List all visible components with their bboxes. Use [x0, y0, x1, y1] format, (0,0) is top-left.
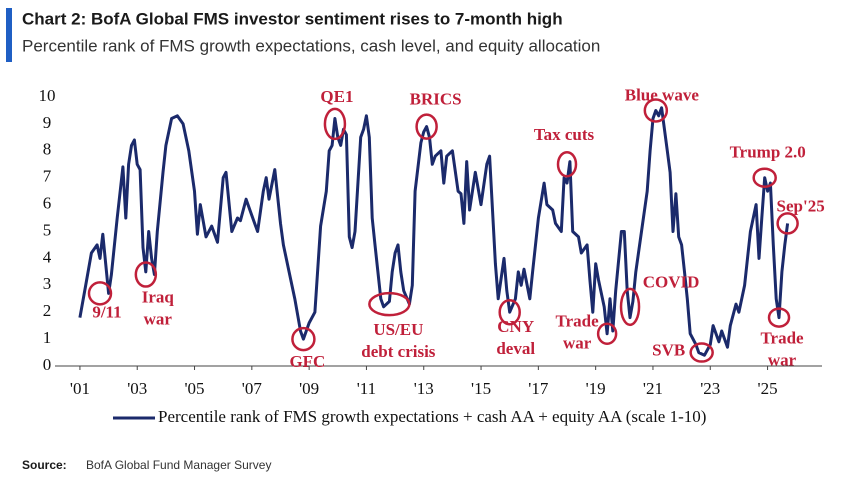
annotation-label: COVID [643, 273, 700, 292]
x-tick-label: '07 [242, 379, 263, 398]
annotation-label: QE1 [320, 87, 353, 106]
annotation-circle [415, 113, 438, 140]
annotation-label: Sep'25 [777, 196, 825, 215]
annotation-label: war [768, 350, 797, 369]
annotation-label: GFC [289, 352, 325, 371]
annotation-label: Trade [556, 312, 600, 331]
annotation-circle [368, 291, 411, 317]
y-tick-label: 5 [43, 220, 52, 239]
y-tick-label: 8 [43, 140, 52, 159]
annotation-label: US/EU [373, 320, 423, 339]
x-tick-label: '25 [758, 379, 778, 398]
x-tick-label: '21 [643, 379, 663, 398]
annotation-label: 9/11 [92, 302, 121, 321]
annotation-label: Iraq [142, 287, 175, 306]
annotation-circle [498, 298, 521, 326]
x-tick-label: '05 [184, 379, 204, 398]
y-tick-label: 9 [43, 113, 52, 132]
annotation-label: CNY [497, 317, 534, 336]
annotation-circle [619, 287, 641, 327]
annotation-circle [689, 342, 714, 363]
annotation-label: war [144, 309, 173, 328]
chart-subtitle: Percentile rank of FMS growth expectatio… [22, 36, 600, 55]
legend-label: Percentile rank of FMS growth expectatio… [158, 407, 706, 426]
y-tick-label: 0 [43, 355, 52, 374]
x-tick-label: '09 [299, 379, 319, 398]
x-tick-label: '19 [586, 379, 606, 398]
annotation-label: deval [496, 339, 535, 358]
y-tick-label: 3 [43, 274, 52, 293]
annotation-circle [323, 107, 347, 141]
annotation-label: Tax cuts [534, 125, 595, 144]
x-tick-label: '01 [70, 379, 90, 398]
annotation-label: war [563, 334, 592, 353]
y-tick-label: 7 [43, 167, 52, 186]
annotation-label: Trade [760, 328, 804, 347]
annotation-circle [596, 322, 618, 345]
x-tick-label: '03 [127, 379, 147, 398]
y-tick-label: 10 [39, 86, 56, 105]
annotation-circle [87, 281, 113, 306]
annotation-circle [776, 212, 799, 235]
chart-title: Chart 2: BofA Global FMS investor sentim… [22, 9, 563, 28]
annotation-circle [767, 307, 791, 328]
annotation-label: SVB [652, 340, 685, 359]
annotation-label: Trump 2.0 [730, 143, 806, 162]
annotation-label: Blue wave [625, 85, 700, 104]
y-tick-label: 2 [43, 301, 52, 320]
title-accent [6, 8, 12, 62]
source: BofA Global Fund Manager Survey [86, 458, 271, 472]
x-tick-label: '23 [700, 379, 720, 398]
x-tick-label: '17 [528, 379, 549, 398]
annotation-label: debt crisis [361, 342, 436, 361]
annotation-label: BRICS [410, 89, 462, 108]
annotation-circle [643, 98, 669, 123]
source-label: Source: [22, 458, 67, 472]
series-line [78, 106, 790, 357]
y-tick-label: 6 [43, 194, 52, 213]
y-tick-label: 1 [43, 328, 52, 347]
y-tick-label: 4 [43, 247, 52, 266]
annotation-circle [752, 167, 777, 188]
annotation-circle [134, 261, 158, 288]
x-tick-label: '15 [471, 379, 491, 398]
annotation-circle [556, 151, 578, 178]
annotation-circle [291, 326, 316, 352]
x-tick-label: '11 [357, 379, 376, 398]
x-tick-label: '13 [414, 379, 434, 398]
